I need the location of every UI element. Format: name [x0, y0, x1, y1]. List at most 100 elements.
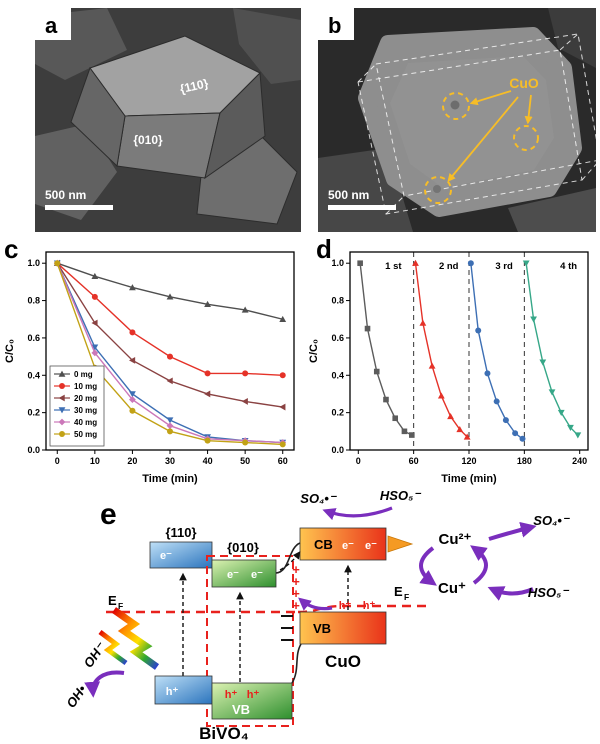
- vb-110-band: [154, 675, 213, 705]
- crystal-shape: [508, 188, 596, 232]
- fermi-level-subscript: F: [118, 601, 123, 611]
- svg-text:C/C₀: C/C₀: [308, 339, 320, 363]
- crystal-side-facet: [70, 66, 126, 168]
- sulfate-radical-label: SO₄•⁻: [300, 491, 338, 506]
- positive-charge: +: [292, 586, 300, 601]
- peroxymonosulfate-label: HSO₅⁻: [380, 488, 422, 503]
- panel-letter-box: [35, 8, 71, 40]
- crystal-shape: [548, 8, 596, 68]
- svg-text:1 st: 1 st: [385, 261, 402, 272]
- cuo-marker-circle: [513, 125, 539, 151]
- fermi-level-subscript: F: [404, 592, 409, 602]
- panel-c-letter: c: [4, 234, 19, 264]
- cuo-particle: [450, 100, 460, 110]
- svg-text:0.0: 0.0: [27, 445, 40, 455]
- svg-text:60: 60: [278, 456, 288, 466]
- cycling-chart: 0 60 120 180 240 0.0 0.2 0.4 0.6 0.8 1.0 Time (min)…: [306, 240, 598, 486]
- panel-b-letter: b: [328, 13, 341, 38]
- cb-bending-curve: [275, 542, 301, 574]
- vb-label: VB: [232, 702, 250, 717]
- scale-bar: [45, 205, 113, 210]
- hole-transfer-arrow: [298, 597, 333, 611]
- svg-text:30: 30: [165, 456, 175, 466]
- panel-a-letter: a: [45, 13, 58, 38]
- panel-d-letter: d: [316, 234, 332, 264]
- scale-bar-label: 500 nm: [45, 188, 86, 202]
- panel-d-series-1-st: [357, 260, 415, 438]
- crystal-shape: [35, 124, 117, 220]
- radical-conversion-arrow: [322, 506, 393, 521]
- hole-label: h⁺: [363, 600, 376, 612]
- cb-label: CB: [314, 537, 333, 552]
- panel-c-legend: 0 mg 10 mg 20 mg 30 mg 40 mg 50 mg: [49, 365, 105, 447]
- svg-text:Time (min): Time (min): [142, 473, 198, 485]
- positive-charge: +: [292, 562, 300, 577]
- cuo-vb-band: [299, 611, 387, 645]
- svg-text:0.2: 0.2: [27, 408, 40, 418]
- cuo-marker-circle: [424, 176, 452, 204]
- svg-text:0.6: 0.6: [27, 333, 40, 343]
- cu-cycle-arrow: [470, 545, 488, 585]
- svg-text:30 mg: 30 mg: [74, 406, 97, 415]
- crystal-highlight: [390, 56, 554, 188]
- cuo-cb-band: [299, 527, 387, 561]
- facet-110-label: {110}: [179, 76, 210, 96]
- mechanism-diagram: e SO₄•⁻ HSO₅⁻ {110} {010} e⁻ e⁻ e⁻ CB e⁻…: [63, 488, 571, 743]
- electron-label: e⁻: [160, 550, 172, 562]
- svg-text:20: 20: [127, 456, 137, 466]
- cu-cycle-arrow: [419, 546, 437, 586]
- svg-text:40 mg: 40 mg: [74, 418, 97, 427]
- svg-text:0.0: 0.0: [331, 445, 344, 455]
- hydroxyl-radical-label: OH•: [63, 682, 89, 711]
- svg-text:0.8: 0.8: [27, 296, 40, 306]
- hole-label: h⁺: [247, 689, 260, 701]
- svg-text:10: 10: [90, 456, 100, 466]
- peroxymonosulfate-label: HSO₅⁻: [528, 585, 570, 600]
- cuo-pointer-arrows: [447, 90, 533, 182]
- bivo4-title: BiVO₄: [199, 724, 249, 743]
- panel-c-plot: 0 10 20 30 40 50 60 0.0 0.2 0.4 0.6 0.8 1.0 Time (min…: [4, 251, 295, 485]
- svg-text:4 th: 4 th: [560, 261, 577, 272]
- hole-label: h⁺: [339, 600, 352, 612]
- facet-110-label: {110}: [165, 525, 196, 540]
- cuo-annotation: CuO: [509, 75, 539, 91]
- crystal-side-facet: [204, 71, 266, 180]
- svg-text:120: 120: [461, 456, 476, 466]
- facet-010-label: {010}: [227, 540, 259, 555]
- scale-bar-label: 500 nm: [328, 188, 369, 202]
- svg-text:50 mg: 50 mg: [74, 430, 97, 439]
- svg-text:180: 180: [517, 456, 532, 466]
- svg-text:1.0: 1.0: [27, 258, 40, 268]
- electron-label: e⁻: [365, 540, 377, 552]
- sulfate-radical-label: SO₄•⁻: [533, 513, 571, 528]
- wireframe-box: [357, 33, 596, 215]
- degradation-chart: 0 10 20 30 40 50 60 0.0 0.2 0.4 0.6 0.8 1.0 Time (min…: [2, 240, 304, 486]
- panel-d-series-2-nd: [412, 259, 471, 440]
- panel-e-letter: e: [100, 498, 117, 531]
- vb-010-band: [211, 682, 293, 720]
- vb-bending-curve: [291, 643, 302, 684]
- light-bolt-icon: [111, 607, 160, 670]
- svg-text:40: 40: [203, 456, 213, 466]
- positive-charge: +: [292, 598, 300, 613]
- cuo-particle: [433, 185, 441, 193]
- panel-d-series-3-rd: [467, 260, 526, 442]
- svg-text:Time (min): Time (min): [441, 473, 497, 485]
- svg-text:C/C₀: C/C₀: [4, 339, 16, 363]
- facet-010-label: {010}: [133, 133, 163, 147]
- svg-text:0.8: 0.8: [331, 296, 344, 306]
- pms-in-arrow: [487, 586, 534, 601]
- svg-text:240: 240: [572, 456, 587, 466]
- cuo-marker-circle: [442, 92, 470, 120]
- svg-text:2 nd: 2 nd: [439, 261, 459, 272]
- svg-text:50: 50: [240, 456, 250, 466]
- svg-text:0.6: 0.6: [331, 333, 344, 343]
- electron-label: e⁻: [227, 569, 239, 581]
- svg-text:0.4: 0.4: [331, 370, 344, 380]
- svg-text:0: 0: [356, 456, 361, 466]
- svg-text:20 mg: 20 mg: [74, 394, 97, 403]
- svg-text:3 rd: 3 rd: [495, 261, 513, 272]
- panel-d-series-4-th: [522, 260, 582, 439]
- sulfate-out-arrow: [488, 521, 537, 541]
